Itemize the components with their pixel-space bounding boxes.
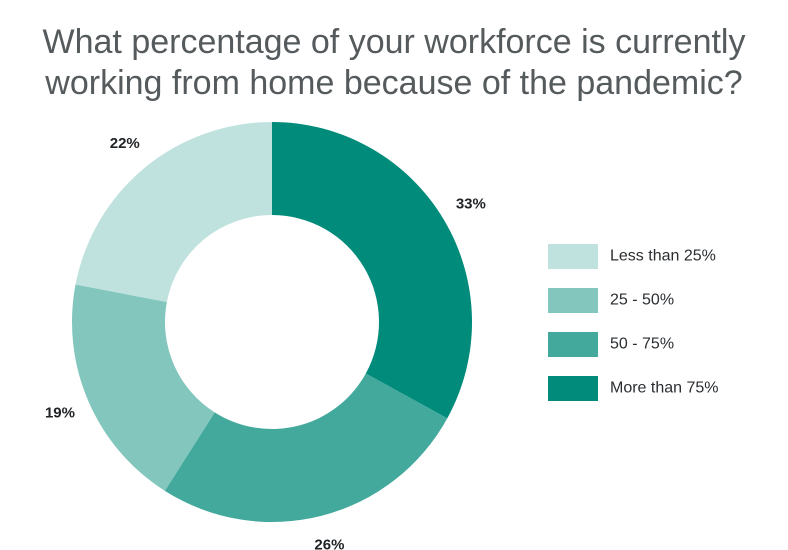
slice-label-25-50: 19% xyxy=(45,405,75,422)
legend-label-more-than-75: More than 75% xyxy=(610,380,719,397)
slice-more-than-75 xyxy=(272,122,473,419)
slice-labels: 33% 26% 19% 22% xyxy=(45,135,486,550)
legend-label-50-75: 50 - 75% xyxy=(610,336,674,353)
legend: Less than 25% 25 - 50% 50 - 75% More than 7… xyxy=(548,244,719,401)
chart-title: What percentage of your workforce is cur… xyxy=(0,22,788,104)
legend-label-25-50: 25 - 50% xyxy=(610,292,674,309)
legend-label-less-than-25: Less than 25% xyxy=(610,248,716,265)
legend-swatch-less-than-25 xyxy=(548,244,598,269)
slice-50-75 xyxy=(164,373,448,522)
chart-title-line-1: What percentage of your workforce is cur… xyxy=(42,23,746,61)
chart-title-line-2: working from home because of the pandemi… xyxy=(45,64,743,102)
slice-label-less-than-25: 22% xyxy=(110,135,140,152)
legend-swatch-25-50 xyxy=(548,288,598,313)
slice-label-more-than-75: 33% xyxy=(456,195,486,212)
legend-swatch-50-75 xyxy=(548,332,598,357)
donut-slices xyxy=(71,121,473,522)
legend-swatch-more-than-75 xyxy=(548,376,598,401)
slice-25-50 xyxy=(71,284,215,491)
slice-label-50-75: 26% xyxy=(314,537,344,550)
slice-less-than-25 xyxy=(75,121,273,302)
